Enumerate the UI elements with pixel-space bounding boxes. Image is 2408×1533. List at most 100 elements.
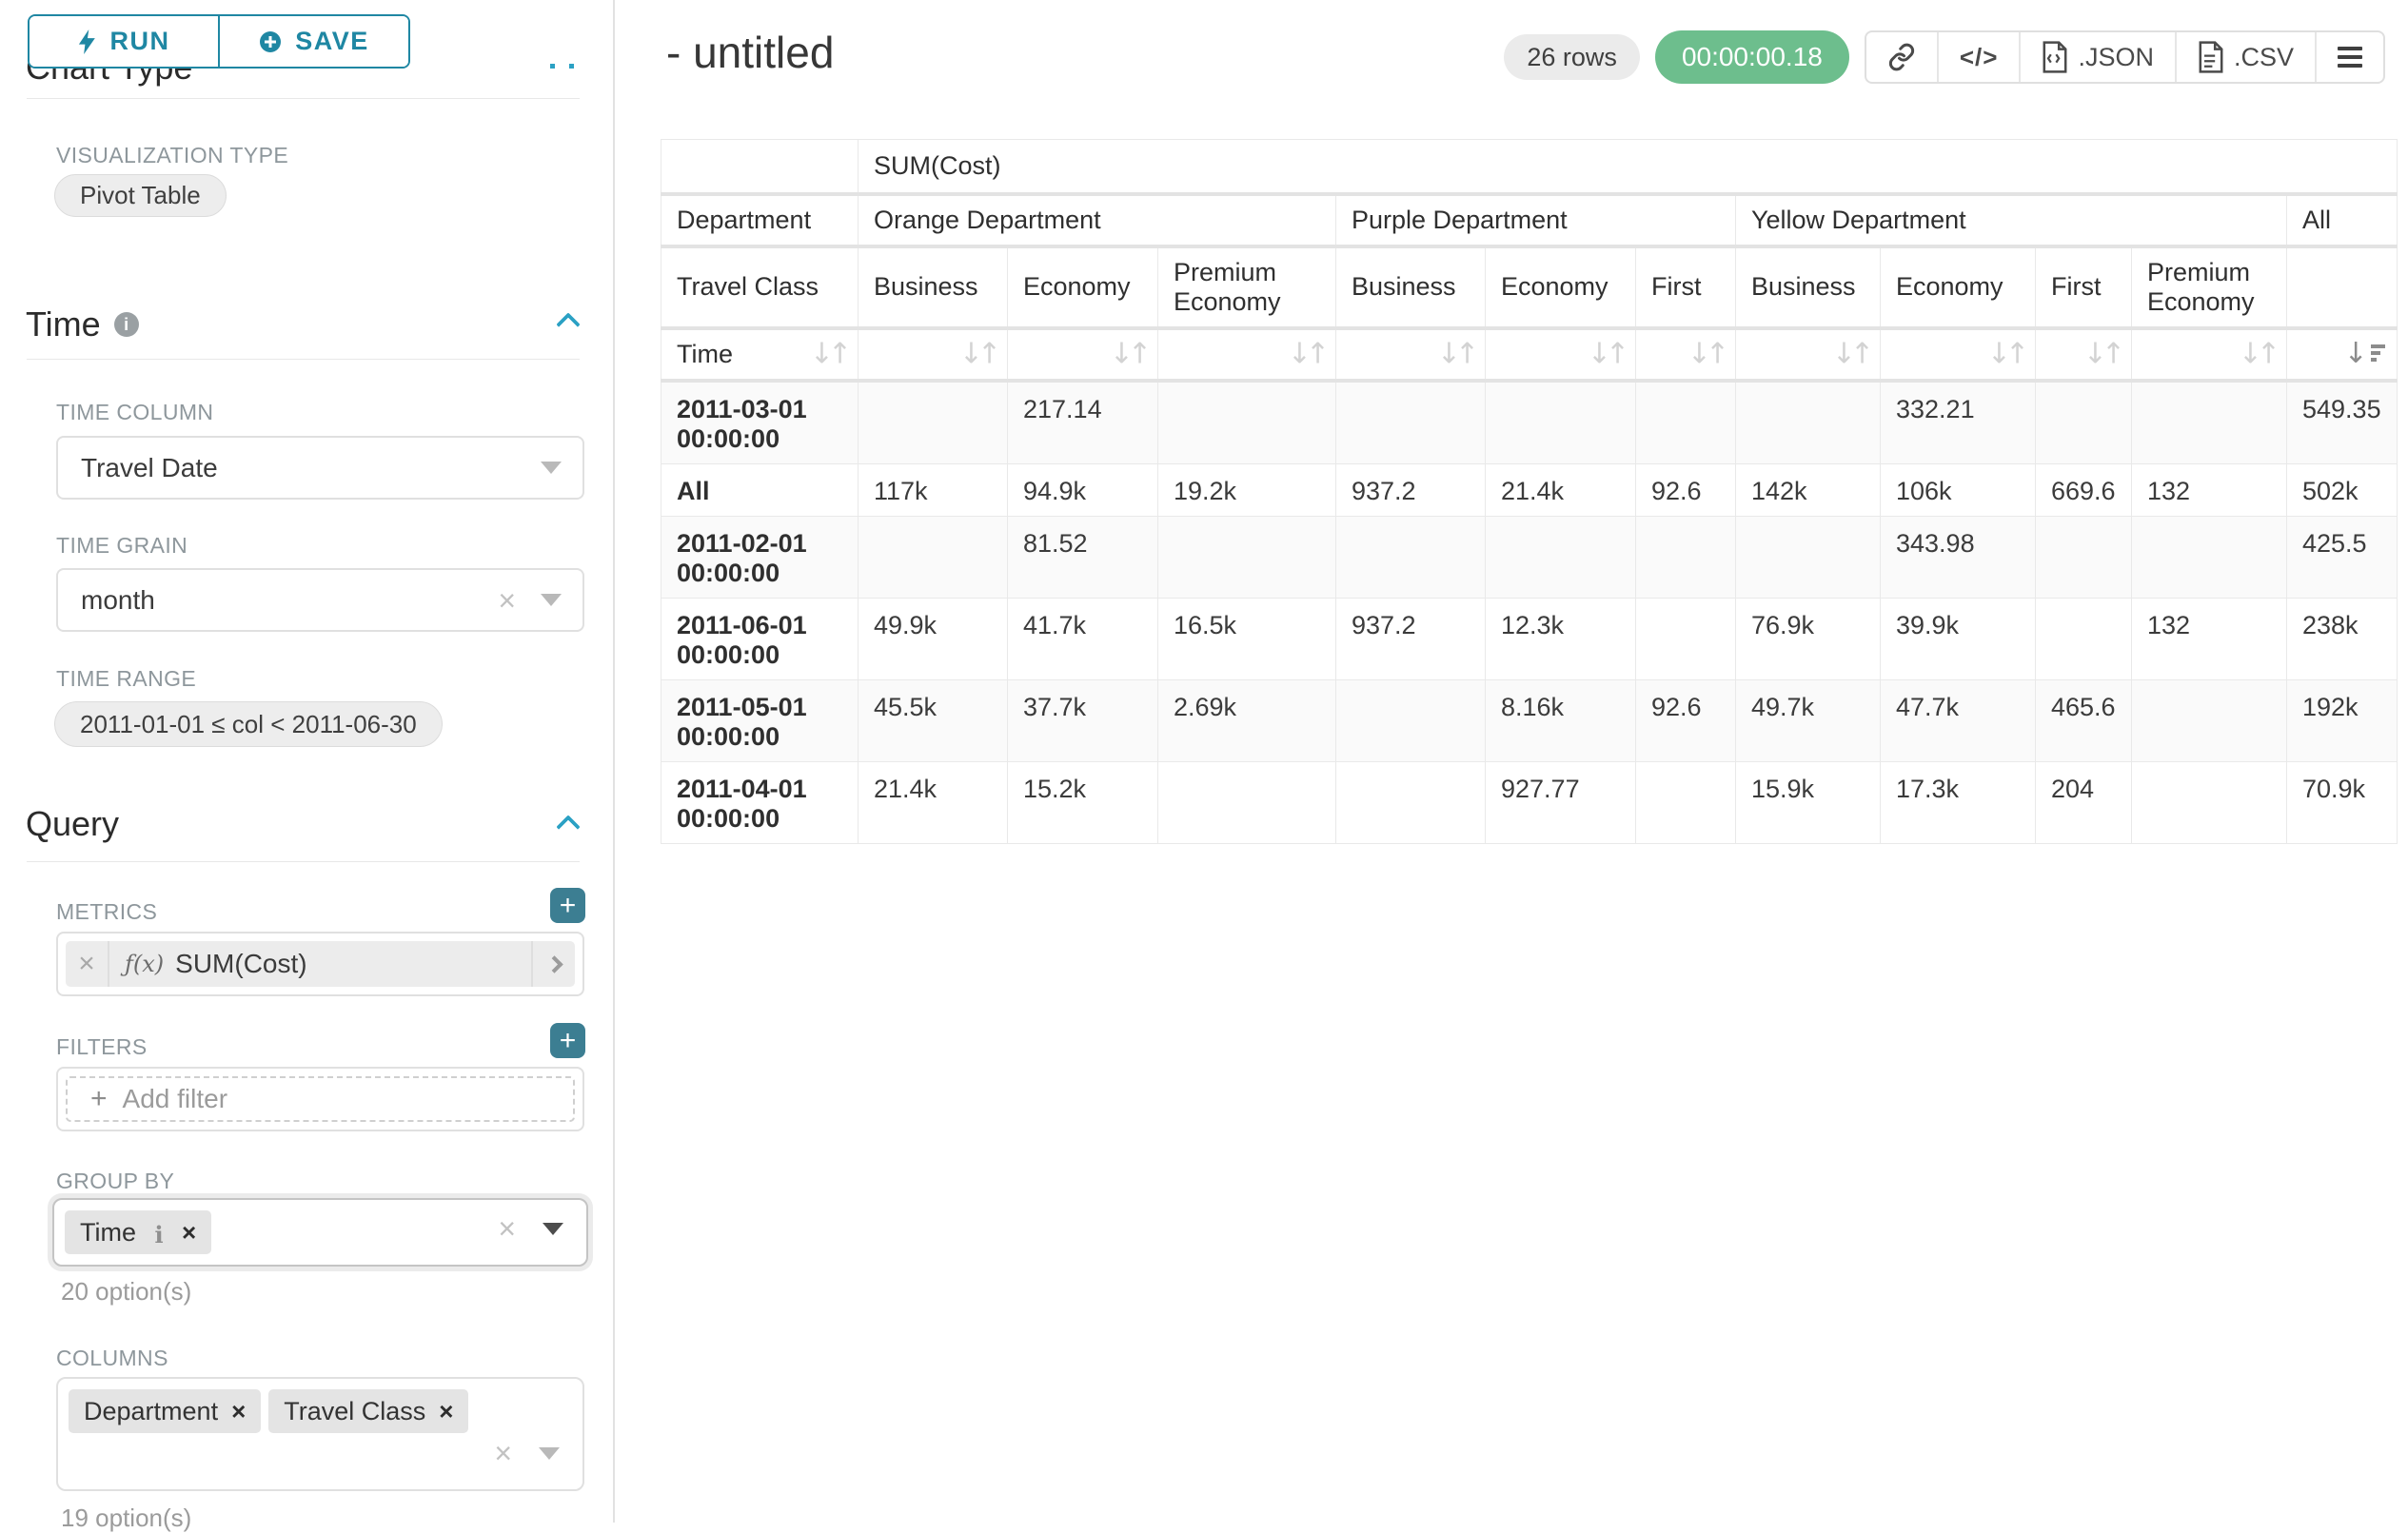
sort-cell[interactable]: ↓↑	[2035, 327, 2132, 383]
clear-icon[interactable]: ×	[498, 1211, 516, 1246]
value-cell: 192k	[2286, 678, 2398, 762]
divider	[27, 98, 580, 99]
time-range-pill[interactable]: 2011-01-01 ≤ col < 2011-06-30	[54, 701, 443, 747]
class-axis-label-cell: Travel Class	[661, 246, 859, 330]
chip[interactable]: Time i ×	[65, 1210, 212, 1254]
sort-cell[interactable]: ↓↑	[1880, 327, 2036, 383]
class-header-cell: Business	[858, 246, 1008, 330]
clear-icon[interactable]: ×	[494, 1436, 512, 1470]
query-timer-badge: 00:00:00.18	[1654, 30, 1849, 84]
value-cell	[1157, 760, 1336, 844]
sort-toggle-icon[interactable]: ↓↑	[809, 337, 852, 371]
value-cell	[2035, 380, 2132, 464]
row-label-cell: 2011-05-01 00:00:00	[661, 678, 859, 762]
collapse-query-icon[interactable]	[558, 816, 581, 830]
sort-cell[interactable]: ↓↑	[2131, 327, 2287, 383]
value-cell: 425.5	[2286, 515, 2398, 599]
sort-cell[interactable]: ↓↑	[1485, 327, 1636, 383]
value-cell: 927.77	[1485, 760, 1636, 844]
chevron-down-icon[interactable]	[543, 1222, 563, 1235]
class-header-cell: Economy	[1007, 246, 1158, 330]
menu-button[interactable]	[2315, 32, 2383, 82]
sort-toggle-icon[interactable]: ↓↑	[1986, 337, 2029, 371]
save-button[interactable]: SAVE	[218, 16, 408, 67]
sort-toggle-icon[interactable]: ↓↑	[1287, 337, 1330, 371]
table-row: 2011-02-01 00:00:00 81.52 343.98 425.5	[661, 515, 2398, 599]
time-sort-cell[interactable]: Time ↓↑	[661, 327, 859, 383]
sort-cell[interactable]: ↓↑	[1157, 327, 1336, 383]
clear-icon[interactable]: ×	[498, 582, 516, 618]
add-filter-button[interactable]: +	[550, 1023, 585, 1058]
value-cell: 142k	[1735, 462, 1881, 517]
sort-descending-icon[interactable]: ↓	[2343, 340, 2385, 368]
value-cell: 332.21	[1880, 380, 2036, 464]
row-label-cell: All	[661, 462, 859, 517]
sort-toggle-icon[interactable]: ↓↑	[1587, 337, 1629, 371]
class-header-cell: Business	[1335, 246, 1486, 330]
value-cell: 47.7k	[1880, 678, 2036, 762]
export-csv-button[interactable]: .CSV	[2174, 32, 2315, 82]
sort-cell[interactable]: ↓↑	[1635, 327, 1736, 383]
expand-metric-icon[interactable]	[531, 941, 575, 987]
value-cell	[1485, 515, 1636, 599]
chevron-down-icon[interactable]	[541, 462, 562, 474]
sort-cell[interactable]: ↓↑	[1335, 327, 1486, 383]
run-save-button-group: RUN SAVE	[28, 14, 410, 69]
sort-toggle-icon[interactable]: ↓↑	[2238, 337, 2280, 371]
group-by-label: GROUP BY	[56, 1169, 175, 1193]
add-filter-dropzone[interactable]: + Add filter	[66, 1076, 575, 1122]
value-cell: 17.3k	[1880, 760, 2036, 844]
query-section-header: Query	[26, 804, 120, 843]
add-metric-button[interactable]: +	[550, 888, 585, 923]
value-cell: 21.4k	[858, 760, 1008, 844]
chip-remove-icon[interactable]: ×	[231, 1396, 247, 1425]
value-cell: 92.6	[1635, 462, 1736, 517]
chevron-down-icon[interactable]	[539, 1446, 560, 1460]
value-cell	[2131, 760, 2287, 844]
chip[interactable]: Department ×	[69, 1389, 262, 1433]
value-cell: 12.3k	[1485, 597, 1636, 680]
sort-toggle-icon[interactable]: ↓↑	[958, 337, 1001, 371]
panel-drag-handle[interactable]	[550, 64, 577, 69]
sort-toggle-icon[interactable]: ↓↑	[1109, 337, 1152, 371]
columns-select[interactable]: Department × Travel Class × ×	[56, 1377, 584, 1491]
remove-metric-icon[interactable]: ×	[66, 941, 109, 987]
sort-toggle-icon[interactable]: ↓↑	[1436, 337, 1479, 371]
dept-header-cell: Purple Department	[1335, 193, 1736, 248]
export-json-button[interactable]: .JSON	[2019, 32, 2175, 82]
chip-remove-icon[interactable]: ×	[182, 1217, 197, 1247]
sort-toggle-icon[interactable]: ↓↑	[1687, 337, 1729, 371]
chip-remove-icon[interactable]: ×	[439, 1396, 454, 1425]
time-grain-select[interactable]: month ×	[56, 568, 584, 632]
sort-cell[interactable]: ↓↑	[1007, 327, 1158, 383]
value-cell: 41.7k	[1007, 597, 1158, 680]
value-cell	[1485, 380, 1636, 464]
main-area: - untitled 26 rows 00:00:00.18 </> .JSON	[615, 0, 2408, 1523]
time-column-select[interactable]: Travel Date	[56, 436, 584, 500]
value-cell	[1635, 380, 1736, 464]
row-label-cell: 2011-03-01 00:00:00	[661, 380, 859, 464]
chip[interactable]: Travel Class ×	[268, 1389, 469, 1433]
sort-cell[interactable]: ↓	[2286, 327, 2398, 383]
group-by-select[interactable]: Time i × ×	[52, 1198, 588, 1267]
dept-header-cell: Orange Department	[858, 193, 1336, 248]
sort-cell[interactable]: ↓↑	[858, 327, 1008, 383]
time-grain-label: TIME GRAIN	[56, 533, 188, 558]
sort-toggle-icon[interactable]: ↓↑	[2082, 337, 2125, 371]
sort-cell[interactable]: ↓↑	[1735, 327, 1881, 383]
view-query-button[interactable]: </>	[1936, 32, 2020, 82]
chip-label: Travel Class	[284, 1396, 426, 1425]
value-cell: 549.35	[2286, 380, 2398, 464]
class-header-cell: Business	[1735, 246, 1881, 330]
value-cell: 39.9k	[1880, 597, 2036, 680]
chevron-down-icon[interactable]	[541, 594, 562, 606]
copy-link-button[interactable]	[1866, 32, 1937, 82]
sort-toggle-icon[interactable]: ↓↑	[1831, 337, 1874, 371]
metric-pill[interactable]: × ƒ(x) SUM(Cost)	[66, 941, 575, 987]
value-cell: 15.9k	[1735, 760, 1881, 844]
value-cell	[1735, 380, 1881, 464]
collapse-time-icon[interactable]	[558, 314, 581, 327]
run-button[interactable]: RUN	[30, 16, 218, 67]
time-column-label: TIME COLUMN	[56, 400, 214, 424]
viz-type-pill[interactable]: Pivot Table	[54, 174, 227, 217]
